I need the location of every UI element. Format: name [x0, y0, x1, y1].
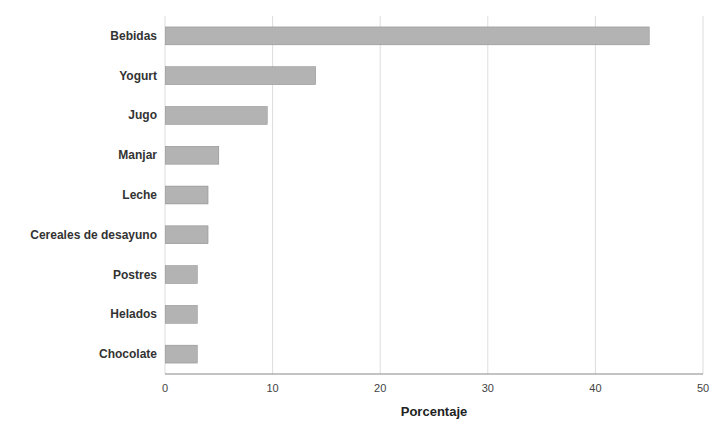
x-tick-label: 30	[482, 382, 494, 394]
bar	[165, 226, 208, 244]
y-tick-label: Leche	[122, 188, 157, 202]
grid-line	[487, 16, 488, 374]
x-axis-title: Porcentaje	[401, 404, 467, 419]
y-tick-label: Helados	[110, 307, 157, 321]
bars	[165, 27, 649, 363]
grid-line	[595, 16, 596, 374]
grid-line	[380, 16, 381, 374]
x-tick-label: 50	[697, 382, 709, 394]
y-tick-label: Bebidas	[110, 29, 157, 43]
chart: 0 10 20 30 40 50 Chocolate Helados Postres Cereal…	[0, 0, 727, 430]
bar	[165, 345, 197, 363]
chart-container: 0 10 20 30 40 50 Chocolate Helados Postres Cereal…	[0, 0, 727, 430]
y-tick-label: Yogurt	[119, 69, 157, 83]
bar	[165, 186, 208, 204]
bar	[165, 67, 316, 85]
grid	[165, 16, 703, 374]
bar	[165, 305, 197, 323]
y-tick-label: Chocolate	[99, 347, 157, 361]
x-tick-label: 10	[266, 382, 278, 394]
x-tick-label: 40	[589, 382, 601, 394]
grid-line	[703, 16, 704, 374]
bar	[165, 146, 219, 164]
x-tick-label: 0	[162, 382, 168, 394]
x-axis-line	[165, 374, 703, 375]
y-tick-label: Cereales de desayuno	[30, 228, 157, 242]
y-axis: Chocolate Helados Postres Cereales de desay…	[30, 29, 157, 361]
y-tick-label: Manjar	[118, 148, 157, 162]
bar	[165, 106, 267, 124]
y-tick-label: Jugo	[128, 108, 157, 122]
x-axis: 0 10 20 30 40 50	[162, 374, 709, 394]
y-tick-label: Postres	[113, 268, 157, 282]
x-tick-label: 20	[374, 382, 386, 394]
bar	[165, 27, 649, 45]
bar	[165, 266, 197, 284]
